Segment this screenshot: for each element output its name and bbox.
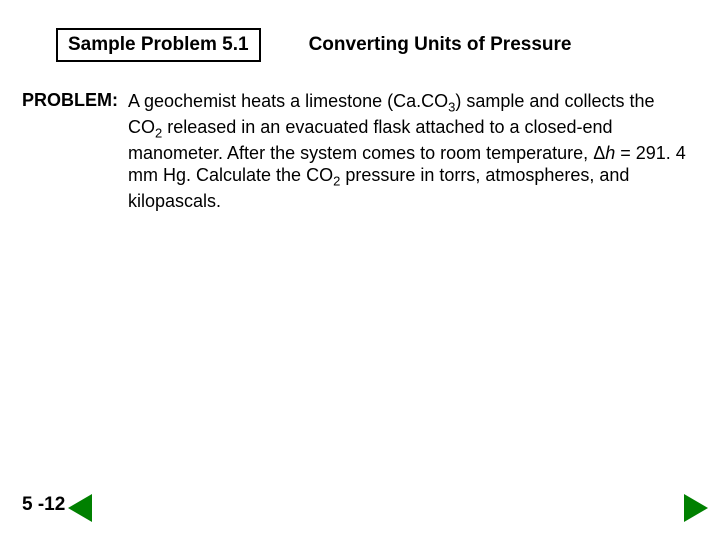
header-row: Sample Problem 5.1 Converting Units of P… <box>56 28 680 62</box>
problem-block: PROBLEM: A geochemist heats a limestone … <box>22 90 690 213</box>
page-title: Converting Units of Pressure <box>309 34 572 56</box>
nav-prev-button[interactable] <box>68 494 92 522</box>
sample-problem-label: Sample Problem 5.1 <box>68 34 249 55</box>
sample-problem-box: Sample Problem 5.1 <box>56 28 261 62</box>
arrow-left-icon <box>68 494 92 522</box>
problem-text: A geochemist heats a limestone (Ca.CO3) … <box>128 90 690 213</box>
page-number: 5 -12 <box>22 494 65 516</box>
arrow-right-icon <box>684 494 708 522</box>
nav-next-button[interactable] <box>684 494 708 522</box>
problem-label: PROBLEM: <box>22 90 118 111</box>
